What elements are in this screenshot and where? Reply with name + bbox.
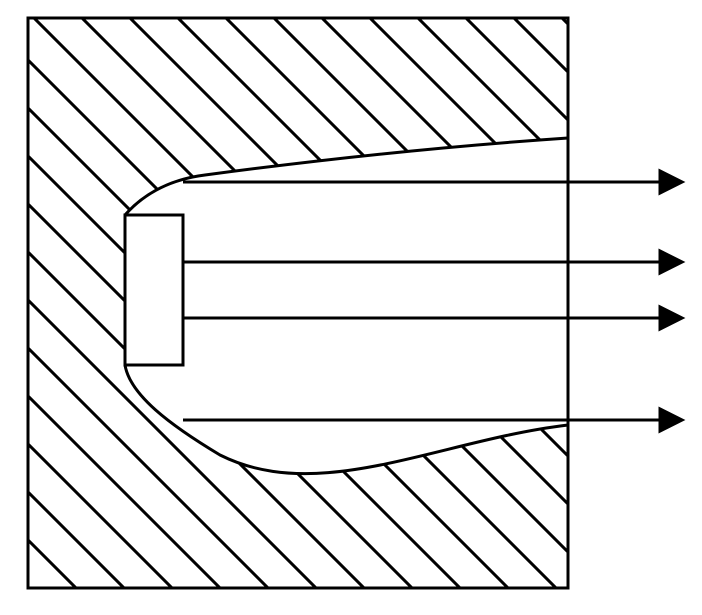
source-element — [125, 215, 183, 365]
outer-boundary — [28, 18, 568, 588]
collimator-diagram — [0, 0, 702, 615]
diagram-svg — [0, 0, 702, 615]
hatching — [0, 0, 618, 615]
